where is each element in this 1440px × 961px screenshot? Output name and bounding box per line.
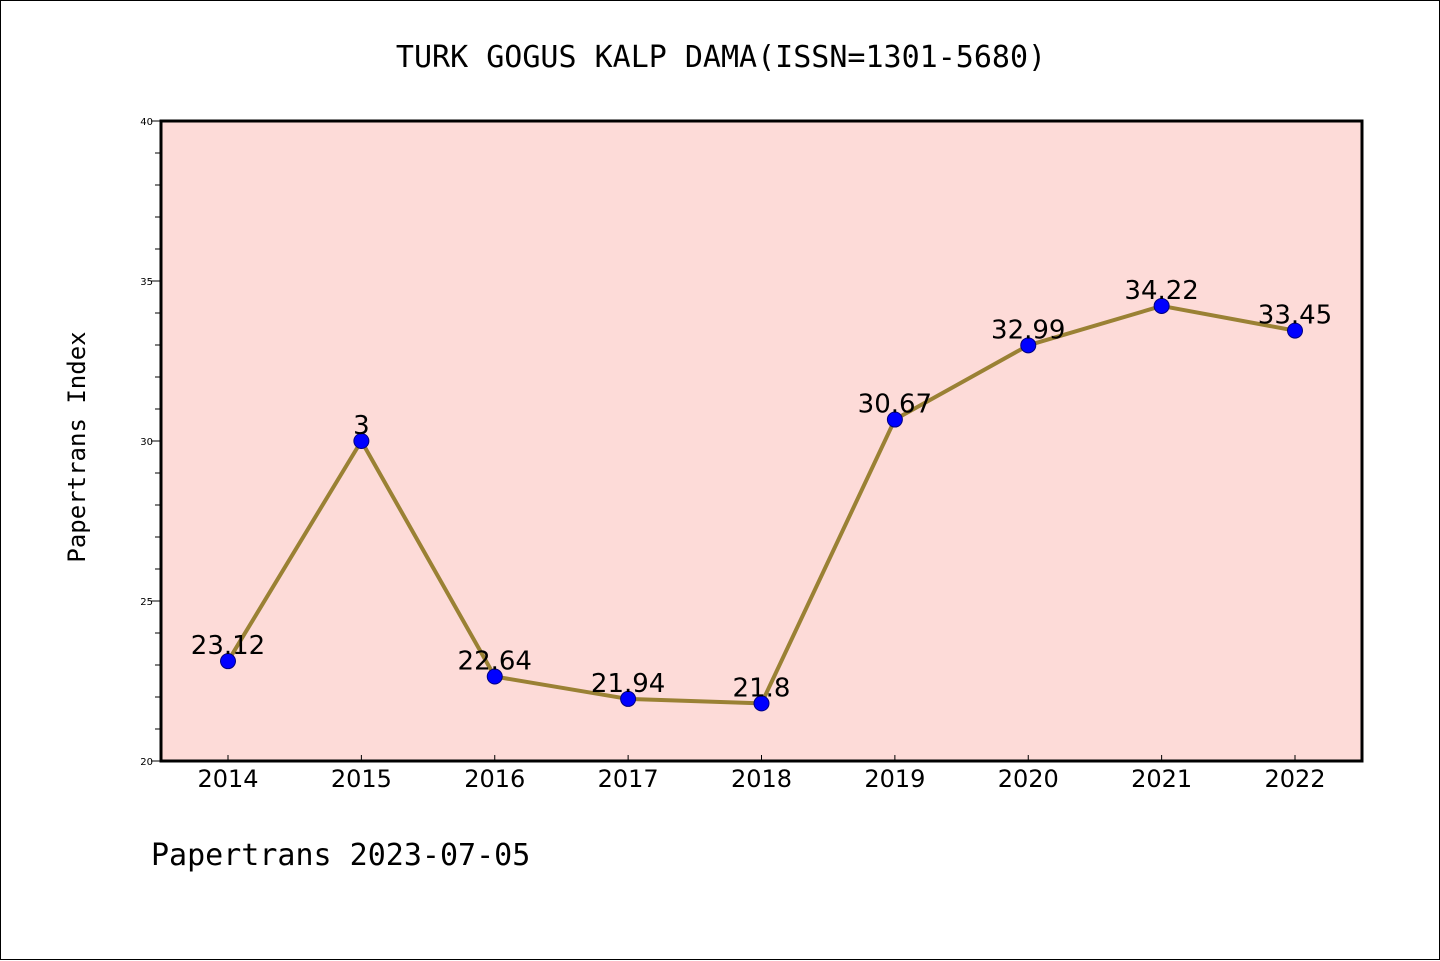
data-label: 32.99 <box>991 315 1065 345</box>
data-label: 33.45 <box>1258 301 1332 331</box>
x-tick-label: 2022 <box>1264 765 1325 793</box>
x-tick-label: 2016 <box>464 765 525 793</box>
data-label: 34.22 <box>1124 276 1198 306</box>
data-label: 23.12 <box>191 631 265 661</box>
data-point <box>1020 337 1037 354</box>
x-tick-label: 2019 <box>864 765 925 793</box>
y-tick-label: 40 <box>140 117 153 128</box>
plot-area <box>161 121 1362 761</box>
data-label: 30.67 <box>858 390 932 420</box>
y-axis-label: Papertrans Index <box>63 331 91 562</box>
data-labels: 23.12 3 22.64 21.94 21.8 30.67 32.99 34.22 33.45 <box>191 276 1332 703</box>
x-tick-label: 2021 <box>1131 765 1192 793</box>
x-tick-label: 2018 <box>731 765 792 793</box>
data-label: 21.8 <box>733 673 791 703</box>
chart-title: TURK GOGUS KALP DAMA(ISSN=1301-5680) <box>396 40 1046 75</box>
data-point <box>1287 322 1303 339</box>
y-tick-label: 30 <box>140 437 153 448</box>
data-point <box>353 433 370 449</box>
data-point <box>753 695 770 712</box>
data-point <box>886 411 903 428</box>
footer-text: Papertrans 2023-07-05 <box>151 838 530 873</box>
x-tick-label: 2020 <box>998 765 1059 793</box>
data-point <box>620 690 637 707</box>
x-tick-label: 2015 <box>331 765 392 793</box>
y-axis: 20 25 30 35 40 <box>140 117 161 768</box>
x-axis: 2014 2015 2016 2017 2018 2019 2020 2021 2022 <box>197 755 1326 793</box>
data-point <box>486 668 503 685</box>
data-points <box>220 297 1303 712</box>
data-label: 3 <box>353 411 370 441</box>
data-point <box>220 653 236 670</box>
x-tick-label: 2014 <box>197 765 258 793</box>
data-label: 22.64 <box>458 647 532 677</box>
data-label: 21.94 <box>591 669 665 699</box>
y-tick-label: 25 <box>140 597 153 608</box>
x-tick-label: 2017 <box>598 765 659 793</box>
y-tick-label: 20 <box>140 757 153 768</box>
plot-border <box>159 119 1364 763</box>
y-tick-label: 35 <box>140 277 153 288</box>
data-point <box>1153 297 1170 314</box>
